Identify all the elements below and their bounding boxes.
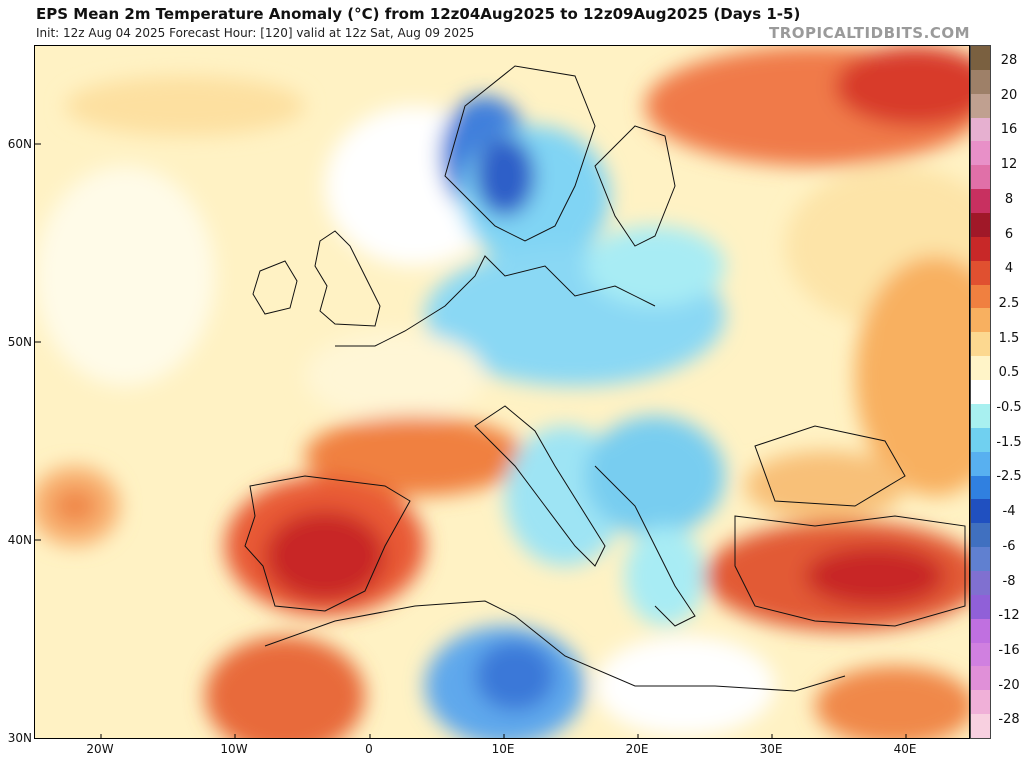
- colorbar-swatch: [971, 141, 990, 166]
- colorbar-label: 1.5: [998, 330, 1020, 346]
- colorbar-swatch: [971, 308, 990, 333]
- colorbar-swatch: [971, 284, 990, 309]
- colorbar-swatch: [971, 570, 990, 596]
- colorbar-swatch: [971, 260, 990, 286]
- colorbar-swatch: [971, 475, 990, 500]
- colorbar-label: 28: [1000, 53, 1018, 68]
- graticule: [35, 143, 907, 738]
- lon-label-20w: 20W: [86, 742, 114, 756]
- colorbar-label: -6: [1002, 538, 1016, 554]
- map-area[interactable]: [34, 45, 970, 739]
- colorbar-swatch: [971, 690, 990, 715]
- colorbar-swatch: [971, 165, 990, 190]
- brand-watermark: TROPICALTIDBITS.COM: [769, 24, 970, 42]
- lon-label-40e: 40E: [893, 742, 917, 756]
- colorbar-label: 4: [1004, 261, 1014, 277]
- colorbar-swatch: [971, 213, 990, 238]
- lon-label-10e: 10E: [491, 742, 515, 756]
- colorbar: [970, 45, 991, 739]
- colorbar-label: -8: [1002, 573, 1016, 589]
- colorbar-swatch: [971, 642, 990, 667]
- coastlines: [244, 65, 966, 692]
- colorbar-label: -16: [998, 642, 1020, 658]
- colorbar-label: 2.5: [998, 295, 1020, 311]
- lat-label-40n: 40N: [7, 533, 32, 547]
- chart-subtitle: Init: 12z Aug 04 2025 Forecast Hour: [12…: [36, 26, 475, 40]
- colorbar-label: -4: [1002, 504, 1016, 520]
- chart-title: EPS Mean 2m Temperature Anomaly (°C) fro…: [36, 5, 801, 23]
- colorbar-label: 6: [1004, 226, 1014, 242]
- colorbar-swatch: [971, 666, 990, 691]
- colorbar-swatch: [971, 69, 990, 95]
- colorbar-label: 16: [1000, 122, 1018, 138]
- lon-label-20e: 20E: [625, 742, 649, 756]
- colorbar-swatch: [971, 93, 990, 119]
- colorbar-swatch: [971, 523, 990, 548]
- colorbar-swatch: [971, 117, 990, 142]
- lon-label-30e: 30E: [759, 742, 783, 756]
- colorbar-label: -0.5: [996, 400, 1022, 415]
- colorbar-swatch: [971, 46, 990, 71]
- colorbar-label: -12: [998, 608, 1020, 624]
- colorbar-swatch: [971, 236, 990, 262]
- colorbar-swatch: [971, 618, 990, 644]
- colorbar-swatch: [971, 427, 990, 453]
- colorbar-swatch: [971, 594, 990, 620]
- anomaly-map-svg: [35, 46, 969, 738]
- colorbar-swatch: [971, 547, 990, 572]
- colorbar-swatch: [971, 714, 990, 739]
- colorbar-swatch: [971, 499, 990, 524]
- lat-label-50n: 50N: [7, 335, 32, 349]
- colorbar-label: -1.5: [996, 434, 1022, 450]
- colorbar-swatch: [971, 451, 990, 476]
- colorbar-label: 0.5: [998, 365, 1020, 381]
- colorbar-label: -2.5: [996, 469, 1022, 485]
- lat-label-30n: 30N: [7, 731, 32, 745]
- lat-label-60n: 60N: [7, 137, 32, 151]
- colorbar-swatch: [971, 356, 990, 381]
- colorbar-swatch: [971, 403, 990, 429]
- colorbar-label: 20: [1000, 87, 1018, 103]
- colorbar-label: -20: [998, 677, 1020, 693]
- colorbar-label: -28: [998, 712, 1020, 728]
- lon-label-10w: 10W: [220, 742, 248, 756]
- colorbar-label: 12: [1000, 157, 1018, 173]
- colorbar-swatch: [971, 189, 990, 214]
- lon-label-0: 0: [365, 742, 373, 756]
- colorbar-swatch: [971, 332, 990, 357]
- colorbar-swatch: [971, 380, 990, 405]
- colorbar-label: 8: [1004, 191, 1014, 207]
